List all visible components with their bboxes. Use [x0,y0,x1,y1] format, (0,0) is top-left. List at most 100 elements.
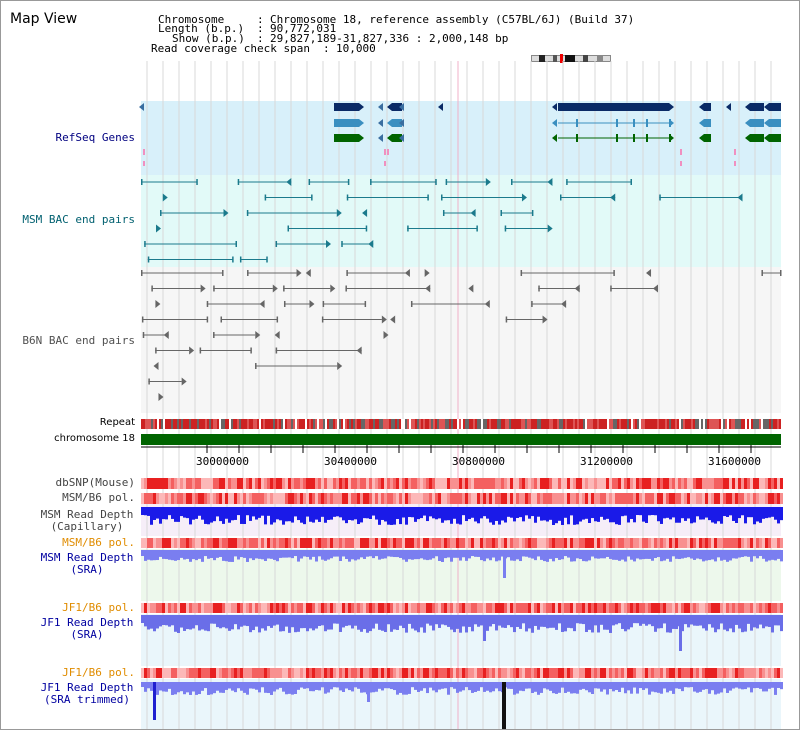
depth-bar [387,615,390,625]
depth-bar [639,682,642,689]
msm-pol2-track-label[interactable]: MSM/B6 pol. [62,536,135,549]
depth-bar [330,507,333,520]
depth-bar [717,550,720,558]
pol-bar [669,668,672,678]
depth-bar [555,615,558,630]
gene-block [334,134,359,142]
depth-bar [480,507,483,519]
repeat-bar [257,419,259,429]
depth-bar [342,615,345,628]
repeat-bar [313,419,315,429]
depth-bar [207,615,210,632]
pol-bar [324,603,327,613]
depth-bar [576,507,579,525]
depth-bar [672,507,675,518]
depth-bar [357,507,360,525]
repeat-bar [657,419,659,429]
jf1-pol2-track-label[interactable]: JF1/B6 pol. [62,666,135,679]
pol-bar [294,668,297,678]
depth-bar [225,682,228,690]
depth-bar [639,615,642,626]
pol-bar [177,603,180,613]
depth-bar [324,550,327,561]
pol-bar [300,478,303,489]
pol-bar [501,493,504,504]
depth-bar [318,550,321,557]
pol-bar [315,478,318,489]
msm-pol-track-label[interactable]: MSM/B6 pol. [62,491,135,504]
jf1-depth-sra-track-label[interactable]: JF1 Read Depth (SRA) [27,617,147,641]
pol-bar [213,668,216,678]
jf1-depth-trim-track-label[interactable]: JF1 Read Depth (SRA trimmed) [27,682,147,706]
chromosome-track-label[interactable]: chromosome 18 [54,433,135,444]
pol-bar [777,493,780,504]
depth-bar [327,615,330,630]
depth-bar [657,615,660,629]
pol-bar [186,493,189,504]
pol-bar [567,668,570,678]
depth-bar [426,682,429,694]
depth-bar [726,550,729,562]
chromosome-ideogram[interactable] [531,54,611,63]
depth-bar [654,682,657,693]
b6n-bac-track-label[interactable]: B6N BAC end pairs [22,334,135,347]
axis-tick-label: 30000000 [196,455,249,468]
msm-bac-track-label[interactable]: MSM BAC end pairs [22,213,135,226]
msm-depth-sra-label-line2: (SRA) [70,563,104,576]
pol-bar [645,538,648,548]
repeat-bar [425,419,427,429]
repeat-bar [693,419,695,429]
pol-bar [507,603,510,613]
pol-bar [549,668,552,678]
pol-bar [510,603,513,613]
depth-bar [333,615,336,624]
pol-bar [420,493,423,504]
depth-bar [732,615,735,633]
dbsnp-track-label[interactable]: dbSNP(Mouse) [55,476,135,489]
bac-end [659,194,661,201]
depth-bar [249,615,252,633]
pol-bar [414,478,417,489]
depth-bar [294,682,297,694]
repeat-track-label[interactable]: Repeat [99,417,135,428]
repeat-bar [197,419,199,429]
depth-bar [696,615,699,626]
depth-bar [570,550,573,562]
pol-bar [678,478,681,489]
depth-bar [651,682,654,692]
pol-bar [693,538,696,548]
msm-depth-cap-track-label[interactable]: MSM Read Depth (Capillary) [27,509,147,533]
repeat-bar [599,419,601,429]
depth-bar [714,550,717,562]
msm-depth-sra-track-label[interactable]: MSM Read Depth (SRA) [27,552,147,576]
depth-bar [330,550,333,559]
gene-arrow [359,119,364,127]
pol-bar [603,478,606,489]
gene-tick [384,161,386,166]
gene-tick [734,149,736,155]
depth-bar [309,615,312,629]
depth-bar [765,615,768,627]
refseq-track-label[interactable]: RefSeq Genes [55,131,135,144]
bac-end [308,179,311,185]
gene-block [392,103,402,111]
depth-bar [546,507,549,522]
depth-bar [747,550,750,557]
pol-bar [141,668,144,678]
pol-bar [585,668,588,678]
depth-bar [753,550,756,557]
depth-bar [588,615,591,630]
pol-bar [303,668,306,678]
pol-bar [462,668,465,678]
repeat-bar [601,419,603,429]
repeat-bar [435,419,437,429]
depth-bar [303,615,306,629]
pol-bar [540,538,543,548]
depth-bar [285,507,288,522]
pol-bar [744,538,747,548]
pol-bar [195,478,198,489]
pol-bar [396,493,399,504]
pol-bar [432,668,435,678]
jf1-pol-track-label[interactable]: JF1/B6 pol. [62,601,135,614]
